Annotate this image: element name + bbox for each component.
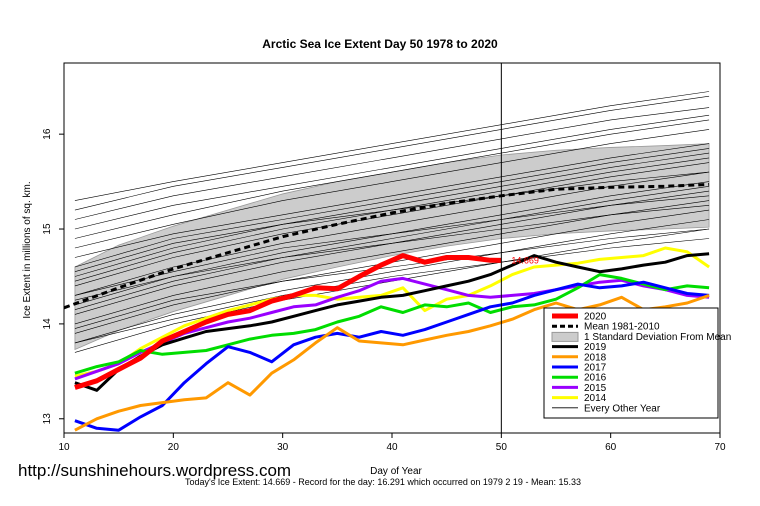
legend-swatch [551,331,579,342]
legend-label: Mean 1981-2010 [584,322,660,333]
series-line-2020 [74,253,502,390]
other-year-line-2 [74,152,710,277]
other-year-line-16 [74,228,710,329]
other-year-line-13 [74,162,710,287]
today-value-label: 14.669 [511,255,539,265]
x-axis-label: Day of Year [370,466,422,477]
other-year-line-21 [74,186,710,310]
legend-label: 2014 [584,393,607,404]
y-tick-label: 15 [42,223,53,235]
x-tick-label: 10 [58,442,70,453]
series-line-2017 [74,280,710,432]
other-year-line-24 [74,95,710,211]
other-year-line-20 [74,238,710,344]
legend-label: 2019 [584,342,607,353]
other-year-line-22 [74,157,710,282]
legend-label: 2017 [584,363,607,374]
series-line-2016 [74,273,710,375]
series-line-2018 [74,293,710,432]
other-year-line-17 [74,195,710,296]
legend-label: 2016 [584,373,607,384]
y-tick-label: 13 [42,413,53,425]
legend-label: 2020 [584,312,607,323]
other-year-line-8 [74,107,710,220]
mean-line [63,182,710,310]
other-year-line-11 [74,148,710,268]
legend-label: Every Other Year [584,403,661,414]
sd-band-group [74,143,710,351]
x-tick-label: 60 [605,442,617,453]
other-year-line-7 [74,91,710,201]
sd-band [74,143,710,351]
other-year-line-14 [74,114,710,230]
series-group [74,246,710,432]
series-line-2014 [74,246,710,378]
watermark-url: http://sunshinehours.wordpress.com [18,461,291,480]
y-axis: 13 14 15 16 [42,128,64,424]
y-tick-label: 14 [42,318,53,330]
x-tick-label: 50 [496,442,508,453]
chart-title: Arctic Sea Ice Extent Day 50 1978 to 202… [262,37,498,51]
x-tick-label: 20 [168,442,180,453]
x-tick-label: 30 [277,442,289,453]
x-tick-label: 70 [714,442,726,453]
x-axis: 10 20 30 40 50 60 70 [58,433,726,453]
other-year-line-18 [74,129,710,249]
other-year-line-9 [74,119,710,239]
other-year-line-1 [74,143,710,258]
series-line-2019 [74,252,710,392]
x-tick-label: 40 [386,442,398,453]
other-years-group [74,91,710,353]
y-tick-label: 16 [42,128,53,140]
legend-label: 1 Standard Deviation From Mean [584,332,731,343]
y-axis-label: Ice Extent in millions of sq. km. [22,181,33,318]
footer-stats: Today's Ice Extent: 14.669 - Record for … [185,477,581,487]
legend-label: 2015 [584,383,607,394]
legend-label: 2018 [584,352,607,363]
mean-group [63,182,710,310]
other-year-line-23 [74,205,710,301]
other-year-line-12 [74,219,710,344]
